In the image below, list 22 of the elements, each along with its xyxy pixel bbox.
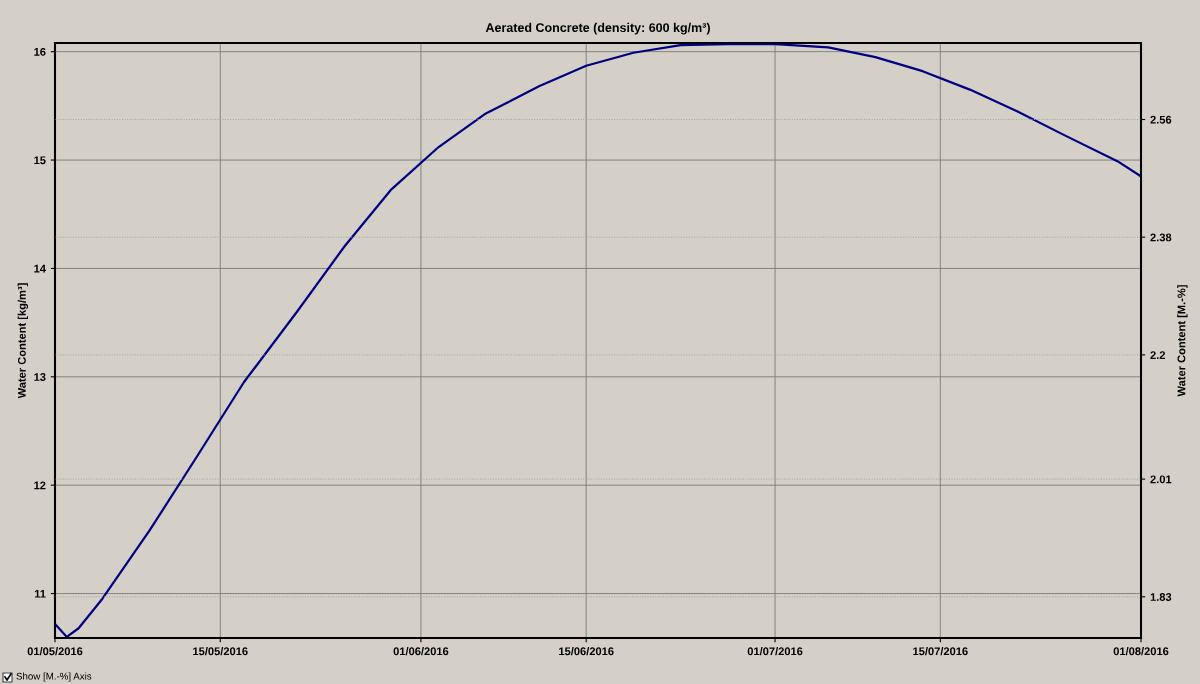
y-tick-label: 12	[34, 481, 46, 490]
x-tick-label: 01/06/2016	[393, 647, 449, 656]
y-tick-label: 13	[34, 373, 46, 381]
y-tick-label: 11	[34, 589, 46, 598]
chart-title: Aerated Concrete (density: 600 kg/m³)	[485, 22, 710, 35]
x-tick-label: 01/08/2016	[1113, 647, 1169, 656]
x-tick-label: 15/07/2016	[913, 647, 968, 656]
x-tick-label: 01/05/2016	[27, 647, 83, 656]
y-tick-label: 15	[34, 156, 46, 165]
y2-tick-label: 2.56	[1150, 115, 1172, 124]
y-tick-label: 16	[34, 47, 46, 56]
y-tick-label: 14	[34, 264, 46, 273]
y2-tick-label: 2.2	[1150, 351, 1166, 359]
y-axis-title: Water Content [kg/m³]	[17, 283, 29, 399]
x-tick-label: 01/07/2016	[747, 647, 803, 656]
y2-axis-title: Water Content [M.-%]	[1177, 285, 1188, 397]
text: Show [M.-%] Axis	[16, 672, 92, 682]
x-tick-label: 15/05/2016	[193, 647, 248, 656]
y2-tick-label: 2.01	[1150, 475, 1172, 484]
y2-tick-label: 1.83	[1150, 593, 1172, 601]
x-tick-label: 15/06/2016	[559, 647, 614, 656]
y2-tick-label: 2.38	[1150, 233, 1172, 242]
